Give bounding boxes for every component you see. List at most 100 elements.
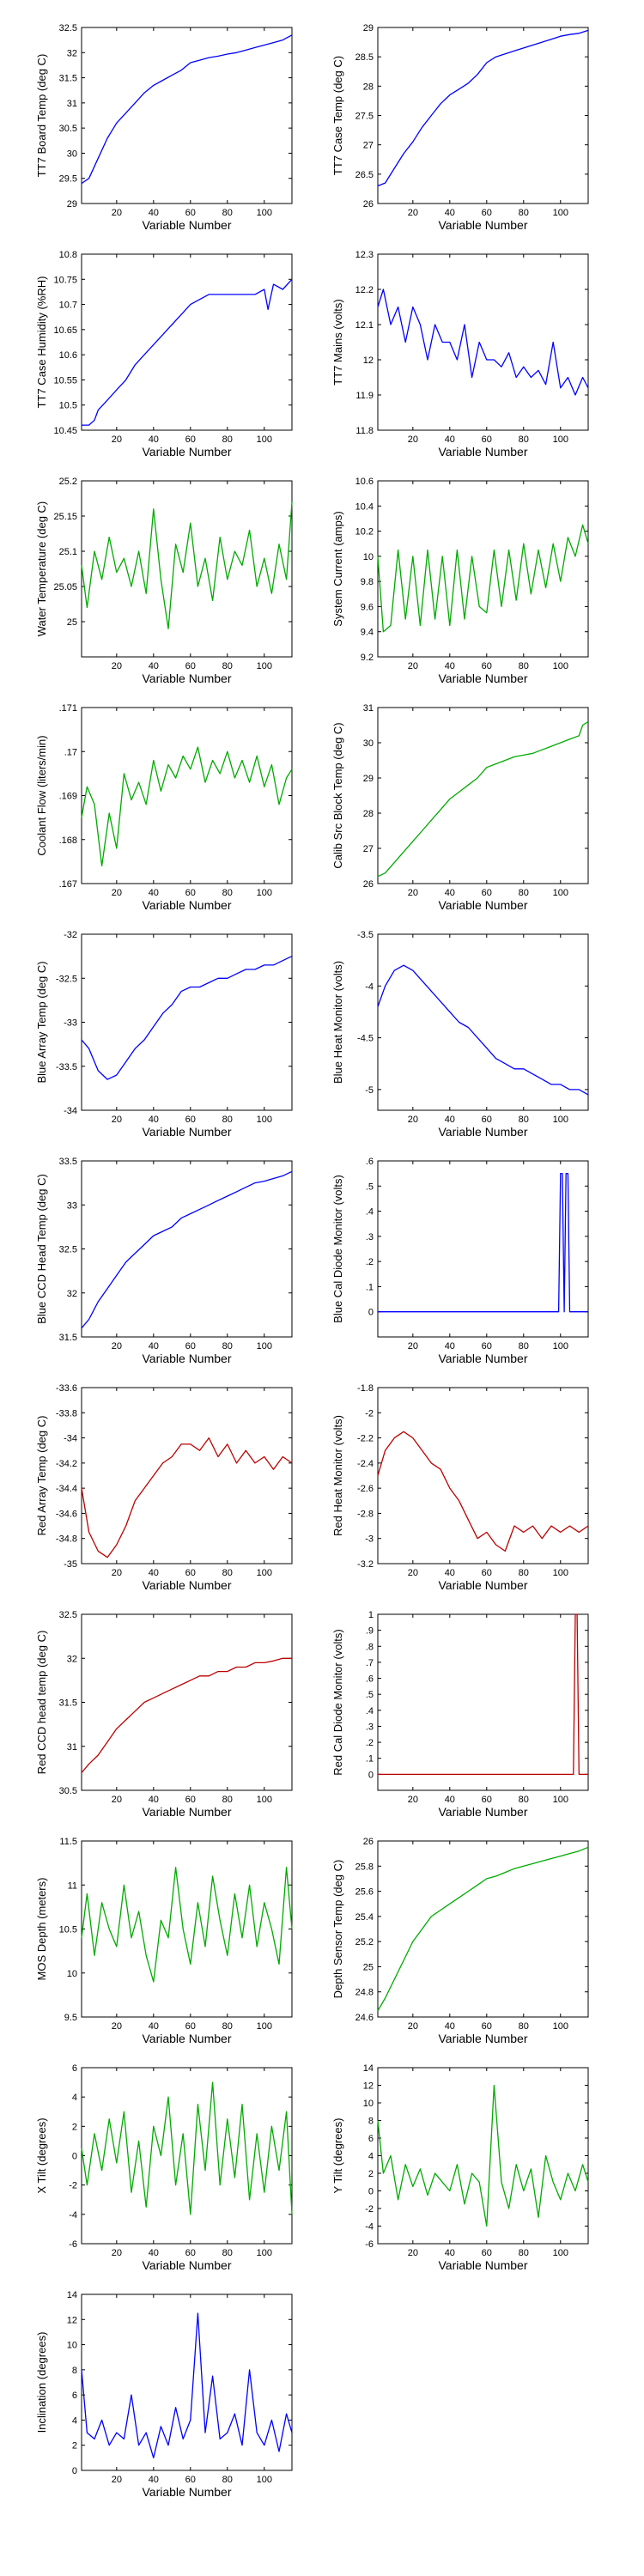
y-tick-label: 12.1 xyxy=(355,320,374,331)
series-line xyxy=(377,29,589,187)
x-tick-label: 60 xyxy=(185,888,196,898)
x-tick-label: 20 xyxy=(112,1341,122,1352)
x-tick-label: 40 xyxy=(445,1341,455,1352)
y-tick-label: 11.5 xyxy=(59,1837,77,1847)
x-tick-label: 60 xyxy=(185,2248,196,2258)
x-tick-label: 80 xyxy=(519,1341,529,1352)
x-tick-label: 40 xyxy=(149,1341,159,1352)
y-tick-label: 30.5 xyxy=(59,124,77,134)
plot-frame xyxy=(81,2067,293,2245)
x-axis-label: Variable Number xyxy=(142,671,231,685)
series-line xyxy=(81,956,293,1080)
y-tick-label: 10.6 xyxy=(59,350,77,361)
y-tick-label: 25 xyxy=(67,617,77,628)
y-tick-label: -5 xyxy=(365,1085,374,1096)
x-tick-label: 40 xyxy=(445,208,455,218)
y-tick-label: .167 xyxy=(59,879,77,890)
y-tick-label: -3 xyxy=(365,1534,374,1545)
x-tick-label: 100 xyxy=(553,2248,568,2258)
x-tick-label: 100 xyxy=(257,1795,272,1805)
plot-frame xyxy=(377,933,589,1111)
x-tick-label: 40 xyxy=(149,208,159,218)
x-tick-label: 60 xyxy=(482,434,492,445)
y-tick-label: .1 xyxy=(366,1282,374,1292)
x-tick-label: 80 xyxy=(222,1115,233,1125)
plot-frame xyxy=(377,2067,589,2245)
x-tick-label: 80 xyxy=(222,888,233,898)
y-tick-label: .3 xyxy=(366,1232,374,1242)
x-tick-label: 40 xyxy=(149,434,159,445)
y-tick-label: 10.7 xyxy=(59,301,77,311)
x-tick-label: 80 xyxy=(222,2021,233,2032)
x-axis-label: Variable Number xyxy=(142,2485,231,2499)
y-tick-label: 31 xyxy=(363,703,374,714)
x-tick-label: 60 xyxy=(185,208,196,218)
y-tick-label: 9.2 xyxy=(361,653,374,663)
x-tick-label: 80 xyxy=(519,888,529,898)
x-tick-label: 20 xyxy=(408,661,418,671)
y-tick-label: 14 xyxy=(363,2063,374,2074)
y-tick-label: 10.45 xyxy=(53,426,77,436)
y-tick-label: 26 xyxy=(363,1837,374,1847)
y-tick-label: .171 xyxy=(59,703,77,714)
y-tick-label: 10.5 xyxy=(59,1925,77,1935)
y-tick-label: -33.6 xyxy=(56,1383,77,1394)
x-tick-label: 40 xyxy=(149,2475,159,2485)
x-tick-label: 80 xyxy=(222,1795,233,1805)
x-axis-label: Variable Number xyxy=(438,2032,527,2045)
x-axis-label: Variable Number xyxy=(438,671,527,685)
y-tick-label: 10.2 xyxy=(355,527,374,538)
y-tick-label: -33 xyxy=(64,1018,77,1029)
y-tick-label: 0 xyxy=(368,1308,374,1318)
y-tick-label: -34.2 xyxy=(56,1459,77,1469)
chart-panel-14: 20 40 60 80 100 -3.2 -3 -2.8 -2.6 -2.4 -2.2 -2 -1.8 V… xyxy=(331,1383,589,1592)
y-tick-label: 0 xyxy=(368,1770,374,1780)
y-tick-label: .8 xyxy=(366,1642,374,1652)
y-tick-label: 10 xyxy=(363,552,374,562)
series-line xyxy=(378,1613,588,1776)
y-tick-label: 8 xyxy=(72,2366,77,2376)
x-tick-label: 100 xyxy=(553,1795,568,1805)
y-tick-label: -3.2 xyxy=(357,1559,374,1570)
y-tick-label: 0 xyxy=(72,2466,77,2476)
chart-panel-3: 20 40 60 80 100 10.45 10.5 10.55 10.6 10.65 10.7 10… xyxy=(35,250,293,459)
y-tick-label: -34 xyxy=(64,1106,77,1116)
x-tick-label: 60 xyxy=(185,2475,196,2485)
x-tick-label: 60 xyxy=(185,1115,196,1125)
y-tick-label: .6 xyxy=(366,1157,374,1167)
x-axis-label: Variable Number xyxy=(142,1125,231,1139)
x-tick-label: 40 xyxy=(149,1568,159,1578)
y-tick-label: 31.5 xyxy=(59,74,77,84)
x-tick-label: 20 xyxy=(112,1115,122,1125)
chart-panel-1: 20 40 60 80 100 29 29.5 30 30.5 31 31.5 32 32.5 Varia… xyxy=(35,23,293,232)
x-tick-label: 40 xyxy=(445,888,455,898)
chart-panel-20: 20 40 60 80 100 -6 -4 -2 0 2 4 6 8 10 12 14 Variable Num… xyxy=(331,2063,589,2272)
x-tick-label: 80 xyxy=(222,2248,233,2258)
plot-frame xyxy=(377,480,589,658)
y-axis-label: MOS Depth (meters) xyxy=(35,1878,48,1981)
y-tick-label: .17 xyxy=(64,747,77,757)
series-line xyxy=(377,964,589,1096)
chart-panel-6: 20 40 60 80 100 9.2 9.4 9.6 9.8 10 10.2 10.4 10.6 Var… xyxy=(331,477,589,685)
x-tick-label: 60 xyxy=(185,2021,196,2032)
x-axis-label: Variable Number xyxy=(142,1805,231,1819)
y-tick-label: 25.05 xyxy=(53,582,77,592)
x-tick-label: 80 xyxy=(222,2475,233,2485)
y-tick-label: 30 xyxy=(67,149,77,159)
y-tick-label: 32.5 xyxy=(59,1610,77,1620)
y-tick-label: 24.8 xyxy=(355,1988,374,1998)
x-tick-label: 80 xyxy=(519,1568,529,1578)
y-axis-label: System Current (amps) xyxy=(331,511,344,626)
x-axis-label: Variable Number xyxy=(142,1578,231,1592)
y-tick-label: 10 xyxy=(67,1969,77,1979)
y-tick-label: .169 xyxy=(59,792,77,802)
x-tick-label: 40 xyxy=(149,1115,159,1125)
y-tick-label: 2 xyxy=(368,2169,374,2179)
x-tick-label: 40 xyxy=(149,2248,159,2258)
x-tick-label: 60 xyxy=(185,1341,196,1352)
y-axis-label: Blue CCD Head Temp (deg C) xyxy=(35,1174,48,1324)
y-tick-label: .3 xyxy=(366,1722,374,1732)
y-tick-label: 33.5 xyxy=(59,1157,77,1167)
y-tick-label: 9.4 xyxy=(361,628,374,638)
